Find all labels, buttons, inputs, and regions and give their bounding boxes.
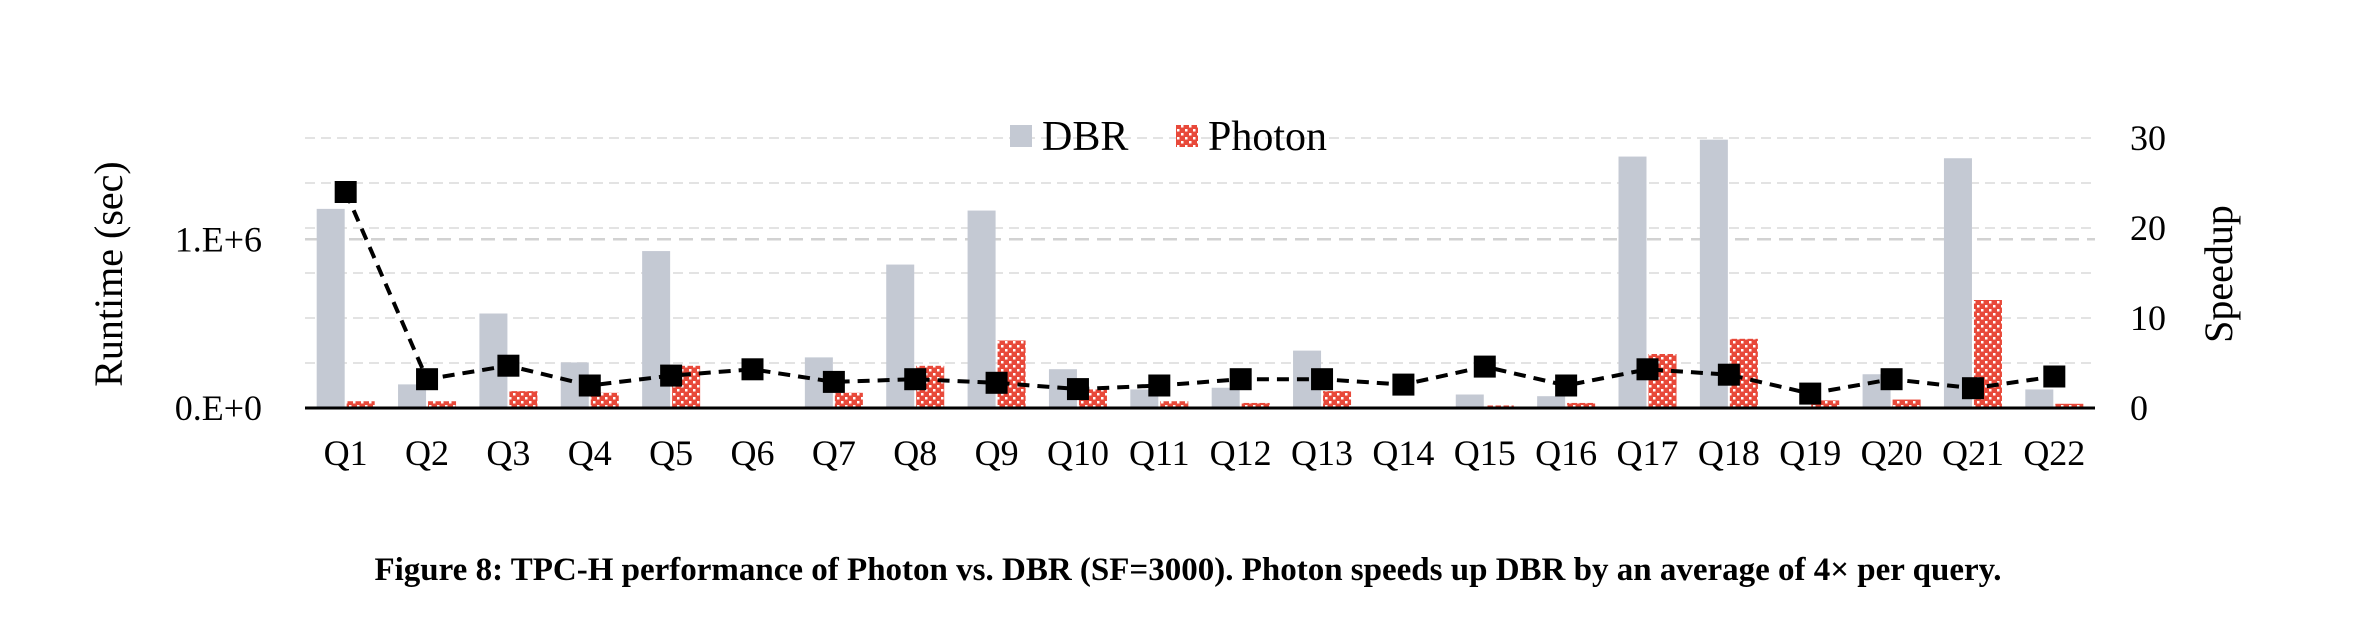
x-tick-label: Q11 [1129, 433, 1190, 473]
y2-tick-labels: 0 10 20 30 [2130, 118, 2166, 428]
speedup-marker [1473, 355, 1496, 378]
speedup-marker [1229, 368, 1252, 391]
x-tick-label: Q2 [405, 433, 449, 473]
speedup-marker [1392, 373, 1415, 396]
y-tick-labels: 0.E+0 1.E+6 [175, 219, 262, 428]
speedup-marker [1555, 374, 1578, 397]
x-tick-label: Q12 [1210, 433, 1272, 473]
speedup-marker [985, 371, 1008, 394]
x-tick-label: Q19 [1779, 433, 1841, 473]
y2-tick-label: 10 [2130, 298, 2166, 338]
speedup-marker [741, 358, 764, 381]
x-tick-label: Q8 [893, 433, 937, 473]
bar-photon [1323, 391, 1352, 408]
legend-label-dbr: DBR [1042, 114, 1128, 160]
x-tick-label: Q15 [1454, 433, 1516, 473]
legend: DBR Photon [1010, 114, 1327, 160]
bar-photon [1160, 401, 1189, 408]
speedup-marker [1880, 368, 1903, 391]
x-tick-label: Q20 [1861, 433, 1923, 473]
bar-dbr [1455, 394, 1484, 408]
speedup-marker [1311, 368, 1334, 391]
bar-dbr [1943, 158, 1972, 408]
speedup-marker [1799, 382, 1822, 405]
speedup-marker [2043, 365, 2066, 388]
x-tick-label: Q17 [1617, 433, 1679, 473]
x-tick-label: Q5 [649, 433, 693, 473]
legend-swatch-dbr [1010, 125, 1032, 147]
speedup-marker [1961, 377, 1984, 400]
x-tick-label: Q22 [2023, 433, 2085, 473]
speedup-marker [416, 368, 439, 391]
bar-dbr [398, 384, 427, 408]
bar-photon [2055, 403, 2084, 408]
speedup-polyline [343, 191, 2055, 396]
bar-photon [509, 391, 538, 408]
gridlines [305, 137, 2095, 364]
bar-dbr [1699, 139, 1728, 408]
x-tick-label: Q6 [731, 433, 775, 473]
y2-axis-title: Speedup [2196, 205, 2241, 343]
y2-tick-label: 20 [2130, 208, 2166, 248]
x-tick-label: Q3 [486, 433, 530, 473]
legend-swatch-photon [1176, 125, 1198, 147]
speedup-marker [1066, 378, 1089, 401]
speedup-marker [904, 368, 927, 391]
bar-dbr [1211, 387, 1240, 408]
speedup-marker [578, 374, 601, 397]
bar-dbr [1537, 396, 1566, 408]
bar-photon [834, 392, 863, 408]
bar-photon [1567, 402, 1596, 408]
figure-caption: Figure 8: TPC-H performance of Photon vs… [374, 552, 2002, 588]
bar-photon [1811, 400, 1840, 408]
bar-photon [1892, 399, 1921, 408]
x-tick-label: Q16 [1535, 433, 1597, 473]
x-tick-label: Q10 [1047, 433, 1109, 473]
x-tick-label: Q1 [324, 433, 368, 473]
speedup-marker [1148, 374, 1171, 397]
y2-tick-label: 30 [2130, 118, 2166, 158]
y-axis-title: Runtime (sec) [86, 161, 131, 387]
speedup-marker [1717, 363, 1740, 386]
x-tick-label: Q14 [1372, 433, 1434, 473]
x-tick-label: Q7 [812, 433, 856, 473]
bar-photon [346, 401, 375, 408]
x-tick-label: Q4 [568, 433, 612, 473]
legend-label-photon: Photon [1208, 114, 1327, 160]
bar-photon [428, 401, 457, 408]
x-tick-labels: Q1 Q2 Q3 Q4 Q5 Q6 Q7 Q8 Q9 Q10 Q11 Q12 Q13 Q14 Q15 Q16 Q… [324, 433, 2086, 473]
x-tick-label: Q13 [1291, 433, 1353, 473]
bar-dbr [316, 208, 345, 408]
x-tick-label: Q9 [975, 433, 1019, 473]
x-tick-label: Q21 [1942, 433, 2004, 473]
y-tick-label: 0.E+0 [175, 388, 262, 428]
bar-dbr [2025, 389, 2054, 408]
bar-photon [1241, 402, 1270, 408]
speedup-marker [1636, 358, 1659, 381]
y-tick-label: 1.E+6 [175, 219, 262, 259]
y2-tick-label: 0 [2130, 388, 2148, 428]
bar-photon [590, 392, 619, 408]
x-tick-label: Q18 [1698, 433, 1760, 473]
speedup-marker [334, 181, 357, 203]
bars [316, 139, 2084, 408]
speedup-marker [822, 370, 845, 393]
speedup-marker [497, 354, 520, 377]
speedup-marker [660, 364, 683, 387]
speedup-line [334, 181, 2066, 405]
